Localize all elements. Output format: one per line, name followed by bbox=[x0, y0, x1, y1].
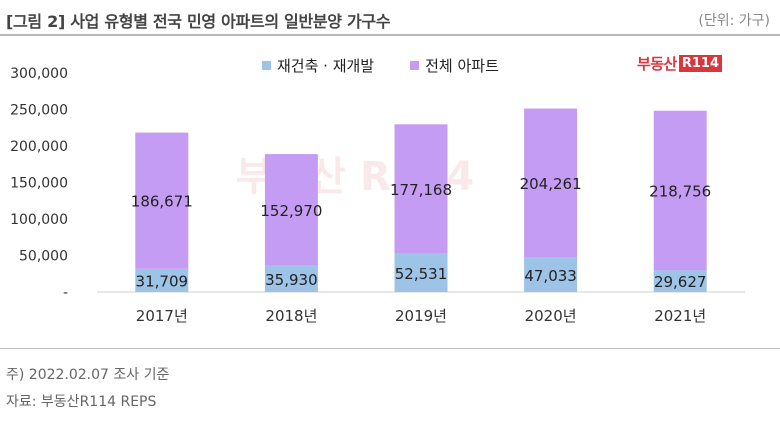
bar-all bbox=[653, 110, 707, 271]
y-tick-label: - bbox=[63, 285, 68, 301]
y-tick-label: 50,000 bbox=[19, 249, 68, 265]
legend-swatch-redevelopment bbox=[262, 61, 271, 70]
footnote-source: 자료: 부동산R114 REPS bbox=[6, 394, 157, 410]
brand-logo: 부동산 R114 bbox=[637, 53, 722, 74]
bar-redevelopment bbox=[264, 265, 318, 292]
top-rule bbox=[0, 34, 780, 36]
bottom-rule bbox=[0, 348, 780, 349]
logo-box: R114 bbox=[678, 55, 722, 72]
unit-label: (단위: 가구) bbox=[698, 13, 770, 29]
data-label-all: 152,970 bbox=[260, 202, 322, 220]
legend: 재건축 · 재개발 전체 아파트 bbox=[262, 55, 535, 76]
legend-item-redevelopment: 재건축 · 재개발 bbox=[262, 55, 374, 76]
data-label-all: 204,261 bbox=[520, 175, 582, 193]
data-label-all: 218,756 bbox=[649, 183, 711, 201]
x-tick-label: 2017년 bbox=[136, 307, 188, 325]
chart-title: [그림 2] 사업 유형별 전국 민영 아파트의 일반분양 가구수 bbox=[6, 12, 391, 31]
bar-redevelopment bbox=[135, 268, 189, 292]
y-tick-label: 100,000 bbox=[10, 212, 68, 228]
footnote-note: 주) 2022.02.07 조사 기준 bbox=[6, 367, 170, 383]
y-tick-label: 200,000 bbox=[10, 139, 68, 155]
y-tick-label: 300,000 bbox=[10, 66, 68, 82]
bar-redevelopment bbox=[394, 253, 448, 292]
data-label-redevelopment: 52,531 bbox=[395, 265, 448, 283]
bar-all bbox=[524, 108, 578, 258]
data-label-all: 177,168 bbox=[390, 181, 452, 199]
legend-item-all: 전체 아파트 bbox=[410, 55, 499, 76]
data-label-redevelopment: 35,930 bbox=[265, 271, 318, 289]
data-label-redevelopment: 47,033 bbox=[524, 267, 577, 285]
legend-label-redevelopment: 재건축 · 재개발 bbox=[277, 57, 375, 75]
legend-label-all: 전체 아파트 bbox=[425, 57, 499, 75]
bar-all bbox=[394, 124, 448, 254]
bar-redevelopment bbox=[524, 257, 578, 292]
bar-all bbox=[135, 132, 189, 269]
bar-all bbox=[264, 154, 318, 266]
data-label-redevelopment: 31,709 bbox=[136, 272, 189, 290]
logo-text: 부동산 bbox=[636, 55, 677, 73]
y-tick-label: 150,000 bbox=[10, 176, 68, 192]
bar-redevelopment bbox=[653, 270, 707, 292]
legend-swatch-all bbox=[410, 61, 420, 70]
x-tick-label: 2020년 bbox=[525, 307, 577, 325]
x-tick-label: 2021년 bbox=[654, 307, 706, 325]
data-label-all: 186,671 bbox=[131, 193, 193, 211]
y-tick-label: 250,000 bbox=[10, 103, 68, 119]
x-tick-label: 2018년 bbox=[265, 307, 317, 325]
x-tick-label: 2019년 bbox=[395, 307, 447, 325]
data-label-redevelopment: 29,627 bbox=[654, 273, 707, 291]
